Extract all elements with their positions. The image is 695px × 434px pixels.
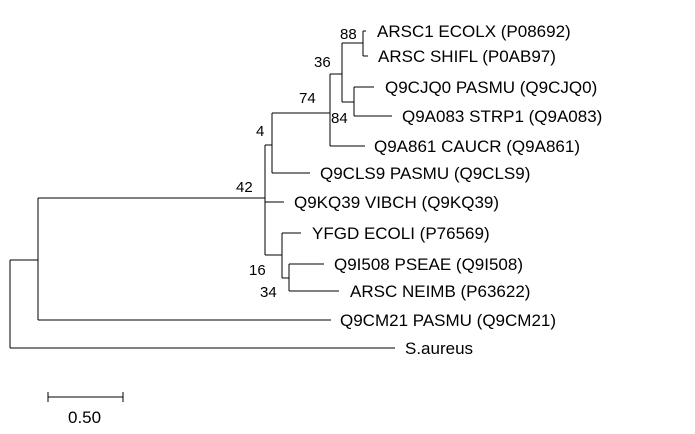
leaf-label-q9a083: Q9A083 STRP1 (Q9A083) xyxy=(402,107,602,126)
bootstrap-values: 88 36 84 74 4 42 16 34 xyxy=(236,26,357,301)
leaf-label-q9i508: Q9I508 PSEAE (Q9I508) xyxy=(334,255,523,274)
leaf-label-q9kq39: Q9KQ39 VIBCH (Q9KQ39) xyxy=(294,193,499,212)
bootstrap-16: 16 xyxy=(249,262,266,279)
leaf-label-q9cls9: Q9CLS9 PASMU (Q9CLS9) xyxy=(320,164,530,183)
leaf-labels: ARSC1 ECOLX (P08692) ARSC SHIFL (P0AB97)… xyxy=(294,22,602,358)
bootstrap-34: 34 xyxy=(260,284,277,301)
leaf-label-yfgd: YFGD ECOLI (P76569) xyxy=(312,224,490,243)
bootstrap-84: 84 xyxy=(331,110,348,127)
scale-bar-label: 0.50 xyxy=(68,408,101,427)
leaf-label-q9a861: Q9A861 CAUCR (Q9A861) xyxy=(374,137,580,156)
bootstrap-88: 88 xyxy=(340,26,357,43)
leaf-label-saureus: S.aureus xyxy=(405,339,473,358)
leaf-label-arsc-neimb: ARSC NEIMB (P63622) xyxy=(350,282,530,301)
leaf-label-arsc-shifl: ARSC SHIFL (P0AB97) xyxy=(378,47,556,66)
bootstrap-4: 4 xyxy=(256,123,264,140)
leaf-label-q9cm21: Q9CM21 PASMU (Q9CM21) xyxy=(340,311,556,330)
scale-bar: 0.50 xyxy=(47,392,124,427)
bootstrap-74: 74 xyxy=(299,90,316,107)
leaf-label-q9cjq0: Q9CJQ0 PASMU (Q9CJQ0) xyxy=(385,78,597,97)
bootstrap-42: 42 xyxy=(236,179,253,196)
leaf-label-arsc1: ARSC1 ECOLX (P08692) xyxy=(377,22,571,41)
bootstrap-36: 36 xyxy=(314,54,331,71)
tree-branches xyxy=(9,30,395,349)
